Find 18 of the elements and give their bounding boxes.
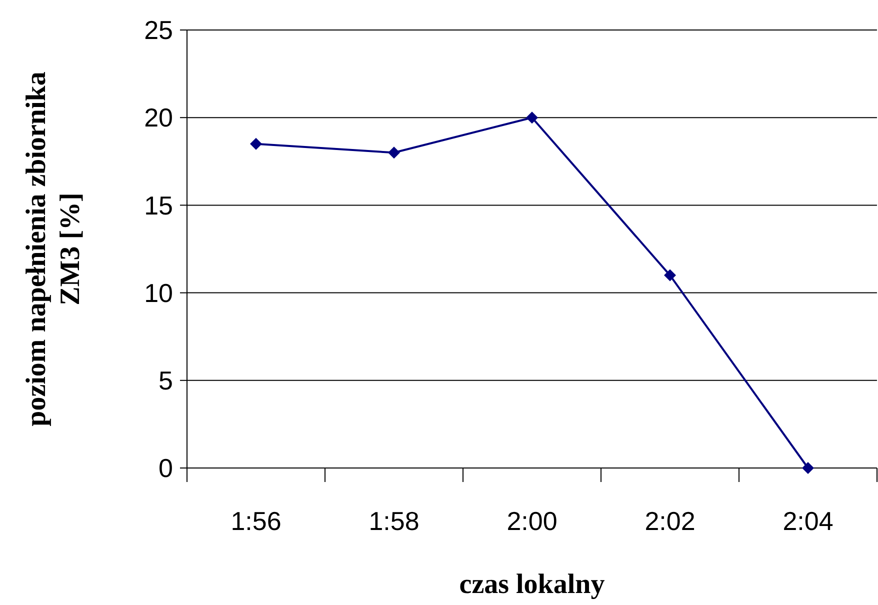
y-tick-label: 15 [144,190,173,220]
y-tick-label: 0 [158,453,173,484]
x-tick-label: 2:04 [782,506,834,536]
x-tick-label: 1:56 [230,506,282,536]
y-tick-label: 5 [158,366,173,396]
point [526,112,538,124]
y-axis-title: poziom napełnienia zbiornika ZM3 [%] [21,72,86,426]
x-tick-label: 2:02 [644,506,696,536]
point [250,138,262,150]
point [664,269,676,282]
point [388,146,400,159]
y-tick-label: 10 [144,278,173,308]
y-tick-label: 25 [144,15,173,46]
point [802,462,814,474]
x-tick-label: 2:00 [506,506,558,536]
x-tick-label: 1:58 [368,506,420,536]
y-tick-label: 20 [144,102,173,133]
x-axis-title: czas lokalny [459,569,605,600]
